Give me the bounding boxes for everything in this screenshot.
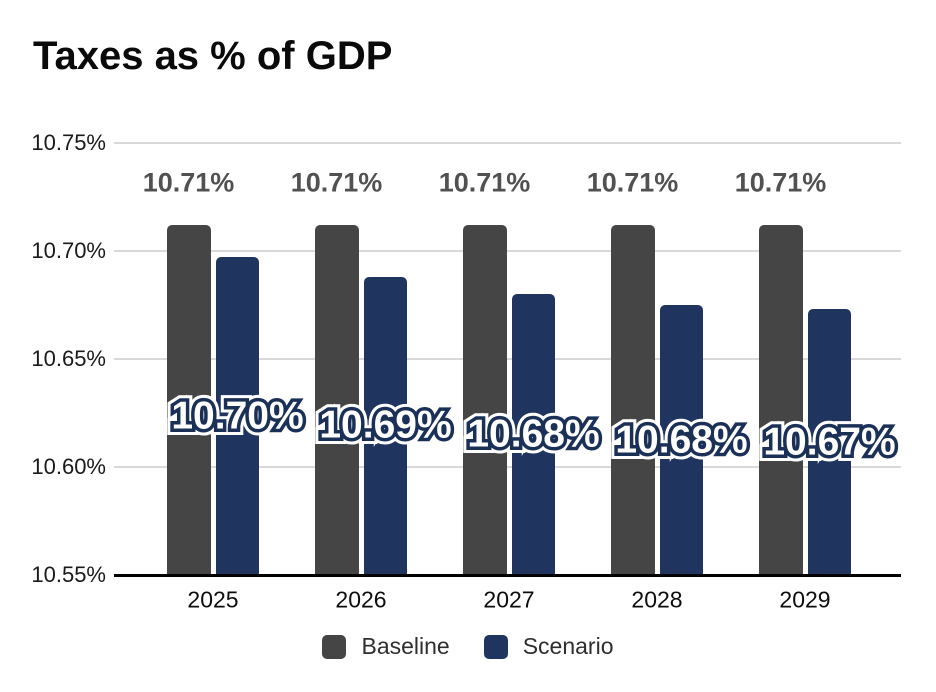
scenario-data-label-fill: 10.67%	[763, 420, 896, 464]
bar-scenario[interactable]	[216, 257, 259, 574]
baseline-data-label: 10.71%	[142, 167, 235, 198]
bar-baseline[interactable]	[610, 225, 655, 574]
scenario-data-label-fill: 10.69%	[319, 403, 452, 447]
chart-title: Taxes as % of GDP	[33, 34, 393, 78]
legend-item-baseline[interactable]: Baseline	[322, 633, 450, 660]
scenario-data-label: 10.69% 10.69% 10.69%	[313, 399, 458, 451]
y-axis-tick-label: 10.65%	[31, 346, 106, 371]
scenario-data-label: 10.70% 10.70% 10.70%	[165, 390, 310, 442]
bar-baseline[interactable]	[462, 225, 507, 574]
bar-baseline[interactable]	[314, 225, 359, 574]
legend-item-scenario[interactable]: Scenario	[483, 633, 614, 660]
y-axis-tick-label: 10.55%	[31, 562, 106, 587]
gridline	[114, 250, 901, 252]
baseline-data-label: 10.71%	[586, 167, 679, 198]
scenario-data-label-fill: 10.70%	[171, 394, 304, 438]
bar-scenario[interactable]	[512, 294, 555, 574]
bar-scenario[interactable]	[660, 305, 703, 574]
scenario-data-label: 10.68% 10.68% 10.68%	[609, 414, 754, 466]
x-axis-category-label: 2028	[631, 586, 683, 613]
scenario-data-label-outline: 10.67%	[760, 419, 899, 465]
legend-label: Scenario	[522, 633, 614, 659]
scenario-data-label-halo: 10.69%	[313, 399, 458, 451]
x-axis-category-label: 2026	[335, 586, 387, 613]
x-axis-category-label: 2027	[483, 586, 535, 613]
baseline-data-label: 10.71%	[734, 167, 827, 198]
bar-scenario[interactable]	[364, 276, 407, 574]
scenario-data-label-outline: 10.69%	[316, 402, 455, 448]
bar-scenario[interactable]	[808, 309, 851, 574]
y-axis-tick-label: 10.75%	[31, 130, 106, 155]
scenario-data-label-fill: 10.68%	[467, 412, 600, 456]
scenario-data-label-outline: 10.68%	[612, 417, 751, 463]
y-axis-tick-label: 10.70%	[31, 238, 106, 263]
scenario-data-label-halo: 10.70%	[165, 390, 310, 442]
legend-label: Baseline	[361, 633, 450, 659]
scenario-data-label-halo: 10.68%	[609, 414, 754, 466]
scenario-data-label-halo: 10.67%	[757, 416, 902, 468]
scenario-data-label-outline: 10.68%	[464, 411, 603, 457]
legend-swatch-icon	[322, 634, 347, 659]
x-axis-line	[114, 574, 901, 577]
legend: Baseline Scenario	[0, 633, 936, 660]
scenario-data-label-fill: 10.68%	[615, 418, 748, 461]
baseline-data-label: 10.71%	[438, 167, 531, 198]
scenario-data-label-outline: 10.70%	[168, 393, 307, 439]
scenario-data-label: 10.67% 10.67% 10.67%	[757, 416, 902, 468]
x-axis-category-label: 2025	[187, 586, 239, 613]
bar-baseline[interactable]	[166, 225, 211, 574]
y-axis-tick-label: 10.60%	[31, 454, 106, 479]
scenario-data-label-halo: 10.68%	[461, 408, 606, 460]
gridline	[114, 358, 901, 360]
scenario-data-label: 10.68% 10.68% 10.68%	[461, 408, 606, 460]
gridline	[114, 466, 901, 468]
legend-swatch-icon	[483, 634, 508, 659]
x-axis-category-label: 2029	[779, 586, 831, 613]
bar-baseline[interactable]	[758, 225, 803, 574]
baseline-data-label: 10.71%	[290, 167, 383, 198]
gridline	[114, 142, 901, 144]
